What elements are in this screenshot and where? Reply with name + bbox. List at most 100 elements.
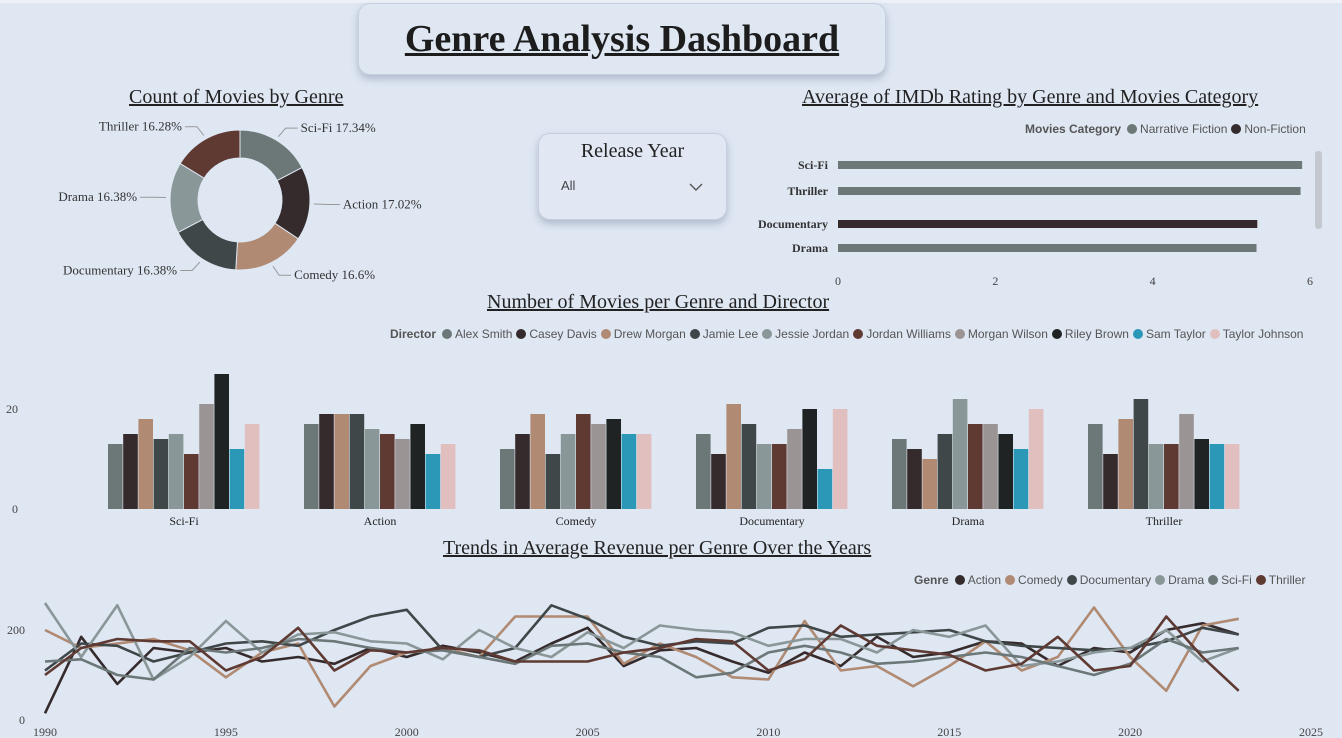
director-bar[interactable]	[395, 439, 410, 509]
director-bar[interactable]	[832, 409, 848, 509]
rating-category-label: Sci-Fi	[798, 158, 829, 172]
director-bar[interactable]	[1028, 409, 1044, 509]
director-bar[interactable]	[606, 419, 621, 509]
director-bar[interactable]	[425, 454, 441, 509]
director-bar[interactable]	[229, 449, 245, 509]
director-bar[interactable]	[199, 404, 214, 509]
director-legend-item[interactable]: Riley Brown	[1051, 327, 1129, 341]
director-legend-item[interactable]: Taylor Johnson	[1209, 327, 1303, 341]
director-bar[interactable]	[349, 414, 365, 509]
director-bar[interactable]	[711, 454, 726, 509]
director-bar[interactable]	[1118, 419, 1133, 509]
director-bar[interactable]	[214, 374, 229, 509]
director-bar[interactable]	[741, 424, 757, 509]
rating-bar[interactable]	[838, 161, 1303, 169]
director-bar[interactable]	[983, 424, 998, 509]
trend-x-tick-label: 1990	[33, 725, 57, 738]
trend-legend-item[interactable]: Action	[954, 573, 1001, 587]
trend-legend-item[interactable]: Documentary	[1066, 573, 1151, 587]
director-bar[interactable]	[440, 444, 456, 509]
director-bar[interactable]	[591, 424, 606, 509]
rating-legend-item[interactable]: Non-Fiction	[1231, 122, 1306, 136]
director-bar[interactable]	[937, 434, 953, 509]
director-legend-item[interactable]: Sam Taylor	[1132, 327, 1206, 341]
trend-series-line[interactable]	[44, 604, 1239, 672]
director-bar[interactable]	[123, 434, 138, 509]
director-bar[interactable]	[184, 454, 199, 509]
donut-slice[interactable]	[179, 129, 241, 179]
director-legend-item[interactable]: Drew Morgan	[600, 327, 686, 341]
director-bar[interactable]	[410, 424, 425, 509]
director-bar[interactable]	[138, 419, 153, 509]
director-bar[interactable]	[576, 414, 591, 509]
director-bar[interactable]	[1224, 444, 1240, 509]
director-bar[interactable]	[380, 434, 395, 509]
director-bar[interactable]	[1209, 444, 1225, 509]
director-bar[interactable]	[968, 424, 983, 509]
director-bar[interactable]	[998, 434, 1013, 509]
director-bar[interactable]	[892, 439, 907, 509]
director-bar[interactable]	[244, 424, 260, 509]
director-bar[interactable]	[560, 434, 576, 509]
donut-data-label: Sci-Fi 17.34%	[301, 120, 376, 135]
director-bar[interactable]	[530, 414, 545, 509]
trend-legend: Genre Action Comedy Documentary Drama Sci-Fi…	[914, 573, 1309, 587]
director-bar[interactable]	[545, 454, 561, 509]
director-bar[interactable]	[952, 399, 968, 509]
slicer-selected-value[interactable]: All	[561, 178, 576, 193]
director-bar[interactable]	[756, 444, 772, 509]
director-bar[interactable]	[168, 434, 184, 509]
director-bar[interactable]	[772, 444, 787, 509]
director-legend-item[interactable]: Jessie Jordan	[762, 327, 849, 341]
director-bar[interactable]	[304, 424, 319, 509]
director-bar[interactable]	[1179, 414, 1194, 509]
director-bar[interactable]	[817, 469, 833, 509]
release-year-slicer[interactable]: Release Year All	[538, 133, 727, 220]
director-bar[interactable]	[1164, 444, 1179, 509]
rating-chart-scrollbar[interactable]	[1315, 151, 1322, 229]
director-bar[interactable]	[1103, 454, 1118, 509]
trend-legend-item[interactable]: Sci-Fi	[1208, 573, 1252, 587]
trend-series-line[interactable]	[44, 615, 1240, 692]
director-bar[interactable]	[1013, 449, 1029, 509]
trend-series-line[interactable]	[44, 637, 1239, 681]
director-bar[interactable]	[108, 444, 123, 509]
rating-bar[interactable]	[838, 220, 1258, 228]
legend-dot	[1127, 124, 1138, 134]
rating-bar[interactable]	[838, 244, 1257, 252]
director-bar[interactable]	[621, 434, 637, 509]
director-bar[interactable]	[787, 429, 802, 509]
director-bar[interactable]	[319, 414, 334, 509]
director-bar[interactable]	[1148, 444, 1164, 509]
director-bar[interactable]	[515, 434, 530, 509]
trend-legend-item[interactable]: Comedy	[1005, 573, 1063, 587]
trend-legend-item[interactable]: Drama	[1155, 573, 1204, 587]
rating-tick-label: 2	[992, 274, 998, 288]
director-bar[interactable]	[153, 439, 169, 509]
director-bar[interactable]	[334, 414, 349, 509]
director-legend-item[interactable]: Casey Davis	[516, 327, 597, 341]
director-legend-item[interactable]: Jordan Williams	[853, 327, 951, 341]
director-legend-item[interactable]: Morgan Wilson	[954, 327, 1048, 341]
chevron-down-icon[interactable]	[689, 180, 703, 194]
director-bar[interactable]	[907, 449, 922, 509]
director-bar[interactable]	[726, 404, 741, 509]
director-legend-item[interactable]: Jamie Lee	[689, 327, 758, 341]
legend-dot	[600, 329, 611, 339]
director-bar[interactable]	[500, 449, 515, 509]
director-legend-item[interactable]: Alex Smith	[442, 327, 512, 341]
director-bar[interactable]	[1088, 424, 1103, 509]
trend-legend-item[interactable]: Thriller	[1255, 573, 1305, 587]
rating-legend-item[interactable]: Narrative Fiction	[1127, 122, 1227, 136]
rating-bar[interactable]	[838, 187, 1301, 195]
director-bar[interactable]	[636, 434, 652, 509]
director-bar[interactable]	[1133, 399, 1149, 509]
trend-series-line[interactable]	[43, 621, 1240, 714]
director-bar[interactable]	[802, 409, 817, 509]
director-bar[interactable]	[364, 429, 380, 509]
director-bar[interactable]	[1194, 439, 1209, 509]
director-category-label: Action	[364, 514, 397, 528]
director-bar[interactable]	[696, 434, 711, 509]
trend-series-line[interactable]	[43, 602, 1240, 681]
director-bar[interactable]	[922, 459, 937, 509]
